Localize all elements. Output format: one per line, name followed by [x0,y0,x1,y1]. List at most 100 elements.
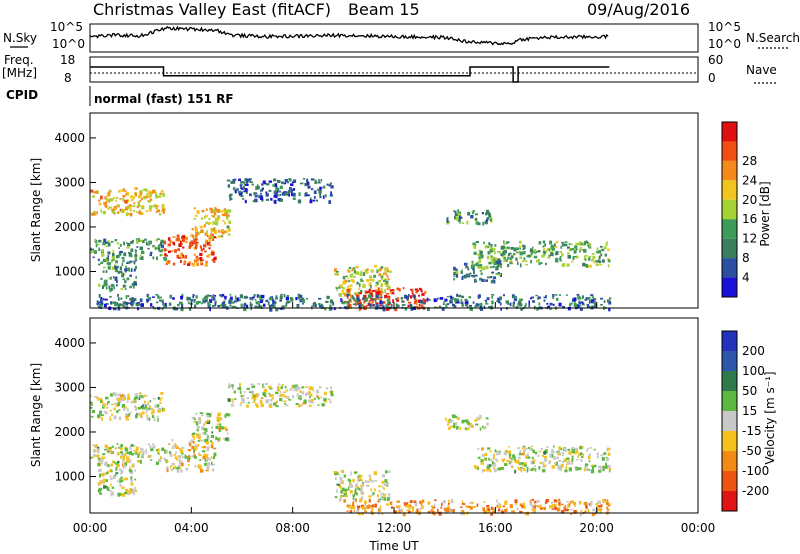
echo-cell [271,394,274,397]
echo-cell [138,396,141,401]
echo-cell [444,298,448,302]
echo-cell [499,296,502,300]
echo-cell [319,186,322,191]
echo-cell [116,443,119,446]
echo-cell [104,205,108,208]
echo-cell [121,463,124,467]
echo-cell [190,439,194,442]
echo-cell [127,295,130,298]
echo-cell [509,302,512,307]
echo-cell [375,282,379,284]
echo-cell [97,397,99,401]
echo-cell [529,447,532,451]
echo-cell [223,304,227,308]
station-title: Christmas Valley East (fitACF) [93,0,331,19]
echo-cell [317,188,319,191]
echo-cell [161,204,165,208]
echo-cell [258,304,261,308]
echo-cell [340,298,343,303]
echo-cell [145,210,149,213]
echo-cell [145,411,148,414]
echo-cell [146,417,149,421]
beam-label: Beam 15 [348,0,420,19]
echo-cell [492,461,495,465]
nsky-tick-bottom: 10^0 [52,37,85,51]
echo-cell [530,460,534,465]
echo-cell [322,195,325,199]
echo-cell [130,301,133,305]
echo-cell [198,435,201,440]
echo-cell [118,306,120,311]
echo-cell [149,405,152,410]
echo-cell [117,204,120,208]
echo-cell [130,444,134,447]
echo-cell [489,261,492,265]
echo-cell [180,252,183,256]
echo-cell [467,421,470,426]
echo-cell [106,406,109,409]
echo-cell [222,219,225,222]
echo-cell [325,400,327,403]
echo-cell [116,255,119,259]
echo-cell [407,504,410,509]
echo-cell [222,209,226,212]
echo-cell [129,260,133,263]
echo-cell [524,461,527,465]
echo-cell [205,239,207,243]
echo-cell [279,185,283,189]
echo-cell [372,304,376,307]
echo-cell [500,307,502,311]
echo-cell [580,242,583,245]
x-tick-label: 20:00 [579,521,614,535]
x-tick-label: 12:00 [377,521,412,535]
echo-cell [481,447,484,451]
echo-cell [184,255,188,259]
echo-cell [507,263,510,268]
echo-cell [120,288,123,290]
echo-cell [566,461,570,465]
echo-cell [457,218,461,222]
echo-cell [553,462,558,465]
echo-cell [185,236,188,241]
echo-cell [127,267,131,272]
echo-cell [593,448,596,451]
echo-cell [198,418,201,420]
echo-cell [123,397,126,401]
echo-cell [139,257,142,260]
echo-cell [483,501,486,503]
echo-cell [158,249,161,252]
echo-cell [120,480,124,482]
echo-cell [260,192,262,195]
echo-cell [135,414,138,417]
echo-cell [108,190,110,193]
echo-cell [513,253,516,256]
echo-cell [556,297,559,301]
echo-cell [319,195,322,199]
echo-cell [229,298,231,301]
echo-cell [198,454,202,457]
echo-cell [377,500,380,503]
echo-cell [600,454,604,457]
echo-cell [466,220,469,225]
echo-cell [304,399,307,403]
echo-cell [153,204,156,206]
echo-cell [147,247,150,250]
echo-cell [149,240,152,245]
echo-cell [285,304,287,307]
nsky-panel: N.Sky 10^5 10^0 10^5 10^0 N.Search [3,20,800,53]
echo-cell [577,453,580,456]
echo-cell [346,301,349,304]
echo-cell [574,303,578,307]
echo-cell [478,249,482,252]
echo-cell [306,297,308,300]
echo-cell [229,193,233,197]
echo-cell [103,485,107,489]
echo-cell [509,450,512,454]
echo-cell [588,453,591,456]
echo-cell [91,212,95,216]
echo-cell [339,481,343,484]
echo-cell [454,213,458,217]
echo-cell [105,270,108,273]
echo-cell [566,252,570,255]
echo-cell [450,425,454,428]
